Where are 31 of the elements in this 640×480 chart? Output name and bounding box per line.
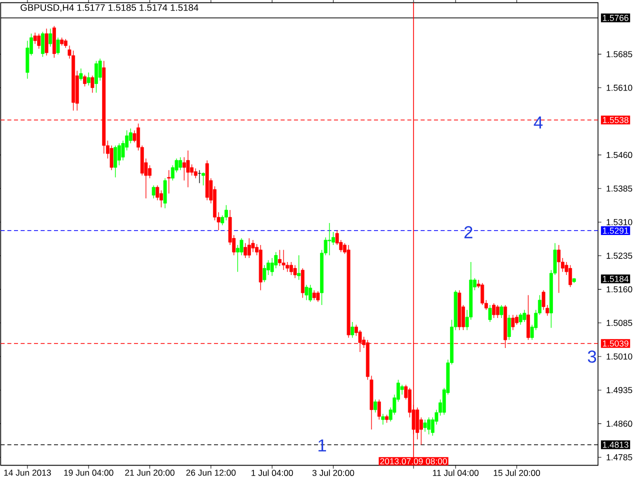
x-tick-label: 14 Jun 2013 (4, 470, 51, 476)
x-tick-label: 3 Jul 20:00 (312, 470, 354, 476)
ref-line-label: 1.5766 (602, 14, 628, 21)
y-tick-label: 1.5010 (606, 353, 632, 360)
x-tick-label: 26 Jun 12:00 (186, 470, 236, 476)
y-tick-label: 1.5460 (606, 152, 632, 158)
ref-line-label: 1.4813 (602, 442, 628, 448)
annotation: 2 (464, 226, 472, 238)
x-tick-label: 21 Jun 20:00 (125, 470, 174, 476)
y-tick-label: 1.5160 (606, 286, 632, 292)
text: 1.5184 (602, 276, 629, 282)
y-tick-label: 1.4935 (606, 387, 632, 394)
x-tick-label: 15 Jul 20:00 (494, 470, 540, 476)
x-tick-label: 11 Jul 04:00 (432, 470, 479, 476)
ref-line-label: 1.5039 (602, 340, 628, 347)
y-tick-label: 1.5610 (606, 84, 632, 91)
y-tick-label: 1.5685 (606, 51, 632, 58)
ref-line-label: 1.5538 (602, 116, 628, 124)
ref-line-label: 1.5291 (602, 228, 628, 234)
y-tick-label: 1.4785 (606, 454, 632, 460)
text: 3 (588, 350, 596, 363)
y-tick-label: 1.5085 (606, 320, 632, 326)
annotation: 1 (318, 439, 326, 452)
y-tick-label: 1.4860 (606, 420, 632, 427)
y-tick-label: 1.5310 (606, 219, 632, 226)
x-tick-label: 2013.07.09 08:00 (380, 458, 447, 464)
y-tick-label: 1.5235 (606, 252, 632, 259)
chart-title: GBPUSD,H4 1.5177 1.5185 1.5174 1.5184 (20, 4, 198, 12)
x-tick-label: 19 Jun 04:00 (64, 470, 114, 476)
y-tick-label: 1.5385 (606, 185, 632, 192)
x-tick-label: 1 Jul 04:00 (252, 470, 293, 476)
